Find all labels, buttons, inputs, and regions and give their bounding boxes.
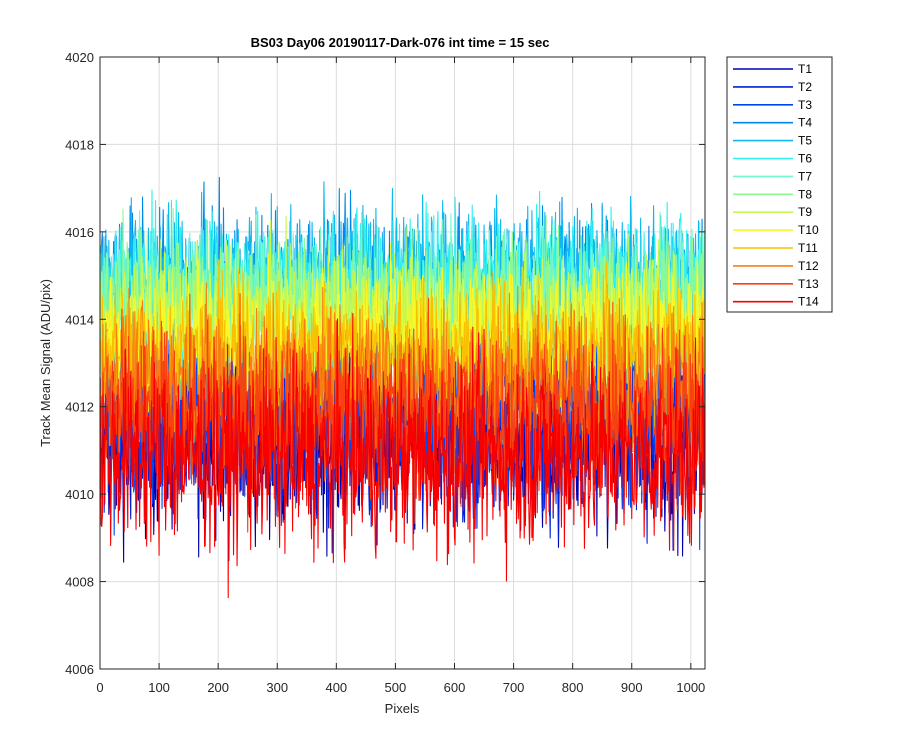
x-tick-label: 1000	[676, 680, 705, 695]
legend-label-t1: T1	[798, 62, 812, 76]
legend-label-t4: T4	[798, 116, 812, 130]
legend-label-t2: T2	[798, 80, 812, 94]
legend-label-t12: T12	[798, 259, 819, 273]
legend-label-t8: T8	[798, 187, 812, 201]
y-tick-label: 4020	[65, 50, 94, 65]
legend-label-t10: T10	[798, 223, 819, 237]
y-axis: 4006 4008 4010 4012 4014 4016 4018 4020	[65, 50, 705, 677]
x-axis: 0 100 200 300 400 500 600 700 800 900 1000	[96, 57, 705, 695]
series-line-t14	[100, 312, 705, 599]
y-tick-label: 4016	[65, 225, 94, 240]
y-tick-label: 4010	[65, 487, 94, 502]
y-tick-label: 4006	[65, 662, 94, 677]
legend-label-t6: T6	[798, 152, 812, 166]
legend-label-t7: T7	[798, 169, 812, 183]
y-tick-label: 4018	[65, 137, 94, 152]
x-tick-label: 700	[503, 680, 525, 695]
y-tick-label: 4008	[65, 575, 94, 590]
legend-label-t14: T14	[798, 295, 819, 309]
x-axis-label: Pixels	[385, 701, 420, 716]
legend-label-t3: T3	[798, 98, 812, 112]
x-tick-label: 400	[325, 680, 347, 695]
x-tick-label: 500	[385, 680, 407, 695]
axes-box	[99, 56, 706, 670]
x-tick-label: 900	[621, 680, 643, 695]
x-tick-label: 800	[562, 680, 584, 695]
y-tick-label: 4012	[65, 400, 94, 415]
x-tick-label: 300	[266, 680, 288, 695]
legend-label-t13: T13	[798, 277, 819, 291]
x-tick-label: 100	[148, 680, 170, 695]
y-tick-label: 4014	[65, 312, 94, 327]
x-tick-label: 200	[207, 680, 229, 695]
chart-title: BS03 Day06 20190117-Dark-076 int time = …	[251, 35, 550, 50]
legend-label-t5: T5	[798, 134, 812, 148]
series-lines	[100, 176, 705, 599]
x-tick-label: 0	[96, 680, 103, 695]
legend-label-t11: T11	[798, 241, 818, 255]
legend-label-t9: T9	[798, 205, 812, 219]
legend: T1 T2 T3 T4 T5 T6 T7 T8 T9 T10 T11 T12 T13 T14	[726, 56, 833, 313]
x-tick-label: 600	[444, 680, 466, 695]
y-axis-label: Track Mean Signal (ADU/pix)	[38, 279, 53, 447]
legend-box	[726, 56, 833, 313]
